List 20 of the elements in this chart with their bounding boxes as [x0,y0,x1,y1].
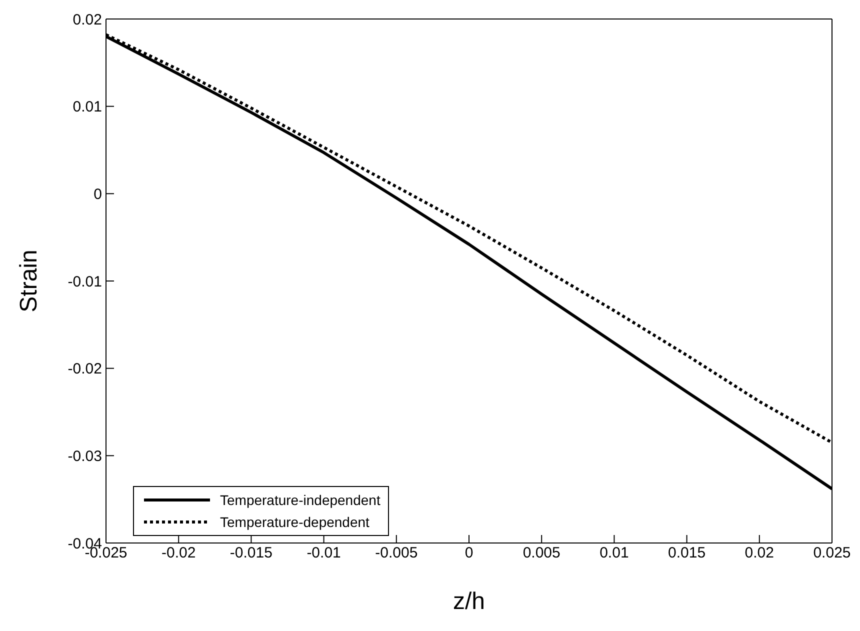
y-tick-label: 0.02 [72,11,102,28]
y-tick-label: 0 [94,186,102,203]
legend-label: Temperature-dependent [220,514,370,530]
y-tick-label: -0.03 [68,448,102,465]
y-tick-label: -0.01 [68,273,102,290]
x-tick-label: -0.015 [230,544,272,562]
x-tick-label: 0.025 [813,544,851,562]
x-tick-label: 0.02 [744,544,774,562]
x-tick-label: 0.005 [522,544,560,562]
x-tick-label: -0.02 [162,544,196,562]
y-tick-label: 0.01 [72,98,102,116]
x-tick-label: 0.015 [668,544,706,562]
x-tick-label: 0.01 [600,544,629,562]
x-axis-title: z/h [452,588,486,615]
y-tick-label: -0.02 [68,360,102,378]
x-tick-label: 0 [464,544,474,562]
legend-label: Temperature-independent [220,492,380,508]
y-axis-title: Strain [16,250,43,312]
x-tick-label: -0.01 [306,544,341,562]
x-tick-label: -0.005 [375,544,418,562]
